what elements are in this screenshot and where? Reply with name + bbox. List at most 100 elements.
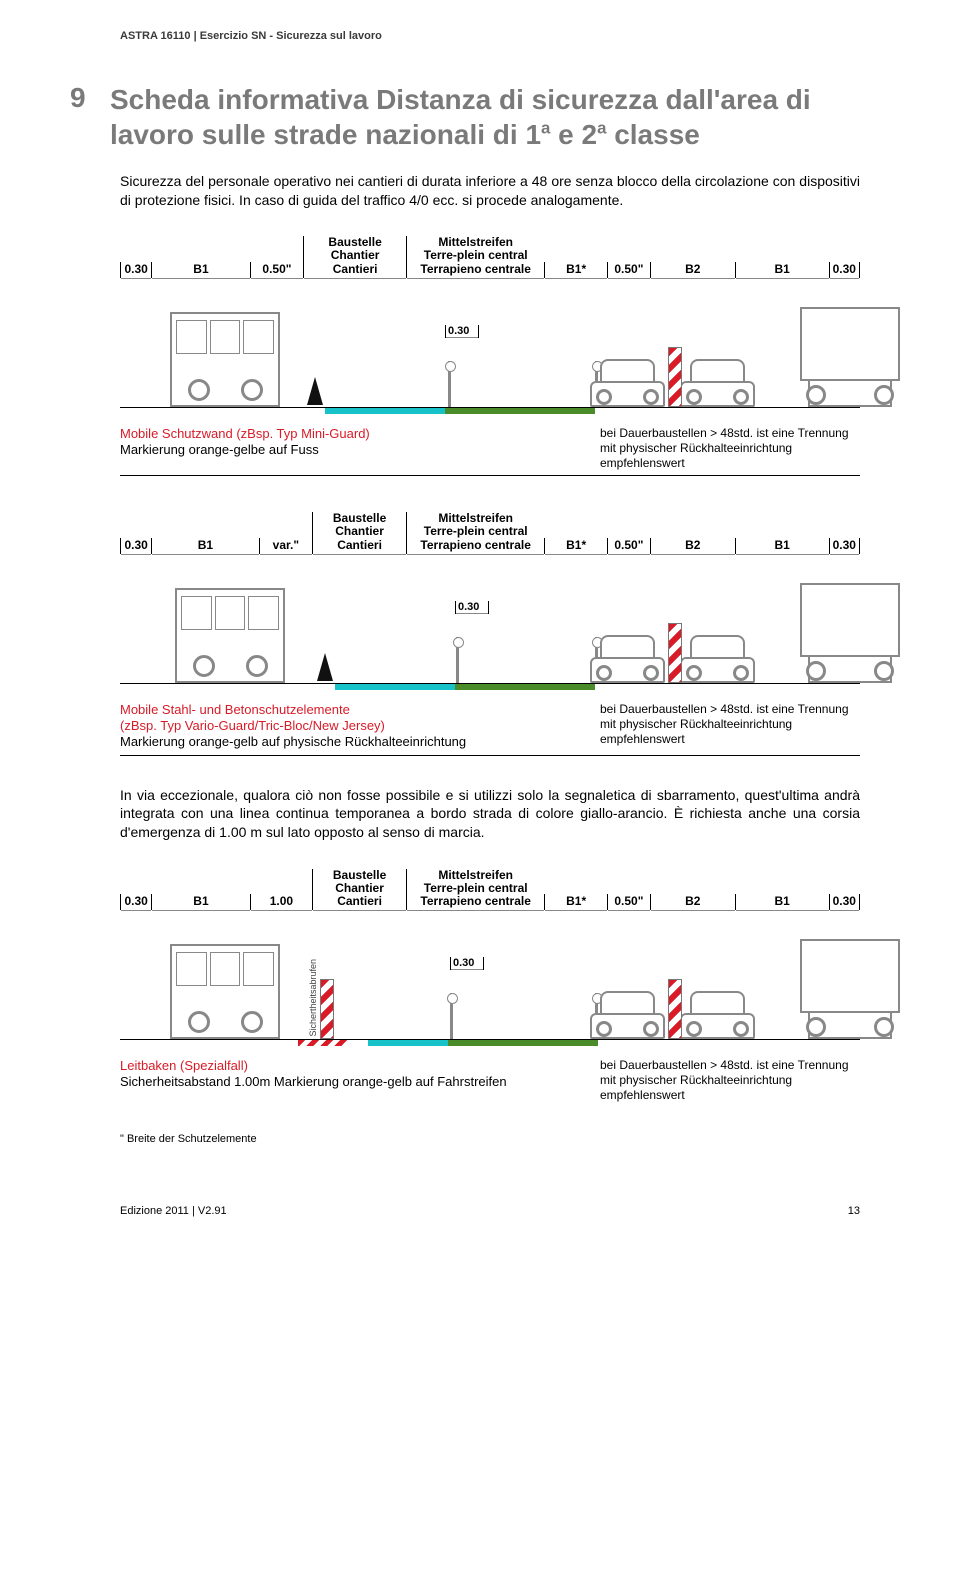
dim-cell: B1* [544, 262, 607, 278]
baustelle-label: BaustelleChantierCantieri [313, 512, 406, 552]
dim-cell: B1* [544, 894, 607, 910]
delineator-post-icon [450, 993, 453, 1039]
dim-cell: B1 [151, 894, 249, 910]
inner-dim-030: 0.30 [455, 601, 489, 614]
caption-row: Leitbaken (Spezialfall)Sicherheitsabstan… [120, 1058, 860, 1103]
dim-cell: B1 [735, 894, 829, 910]
dimension-row: 0.30B11.00BaustelleChantierCantieriMitte… [120, 862, 860, 910]
dim-cell: B1 [151, 538, 258, 554]
cone-icon [305, 377, 325, 407]
delineator-post-icon [456, 637, 459, 683]
title-part-2: e 2 [550, 119, 597, 150]
dim-cell: B1 [735, 538, 829, 554]
bus-icon [170, 944, 280, 1039]
caption-left: Mobile Schutzwand (zBsp. Typ Mini-Guard)… [120, 426, 370, 471]
mittelstreifen-label: MittelstreifenTerre-plein centralTerrapi… [407, 869, 544, 909]
green-segment [445, 408, 595, 414]
dim-cell: B1 [151, 262, 249, 278]
inner-dim-030: 0.30 [450, 957, 484, 970]
paragraph-2: In via eccezionale, qualora ciò non foss… [120, 786, 860, 843]
green-segment [448, 1040, 598, 1046]
car-icon [590, 357, 665, 407]
hatch-segment [298, 1040, 348, 1046]
dim-cell: B2 [650, 538, 735, 554]
dim-cell: var." [259, 538, 313, 554]
barrier-icon [668, 347, 682, 407]
dim-cell: 0.30 [120, 262, 151, 278]
side-label: Sichertheitsabrufen [308, 959, 318, 1037]
separator-line [120, 475, 860, 476]
section-number: 9 [70, 82, 110, 152]
leitbake-icon [320, 979, 334, 1039]
cross-section-graphic: 0.30 Sichertheitsabrufen [120, 910, 860, 1040]
car-icon [590, 989, 665, 1039]
car-icon [680, 357, 755, 407]
delineator-post-icon [448, 361, 451, 407]
cyan-segment [325, 408, 445, 414]
dim-cell: 0.50" [607, 894, 650, 910]
caption-row: Mobile Schutzwand (zBsp. Typ Mini-Guard)… [120, 426, 860, 471]
dim-cell: 0.30 [829, 262, 860, 278]
cone-icon [315, 653, 335, 683]
mittelstreifen-label: MittelstreifenTerre-plein centralTerrapi… [407, 236, 544, 276]
dim-cell: BaustelleChantierCantieri [312, 869, 406, 911]
cyan-segment [368, 1040, 448, 1046]
cross-section-graphic: 0.30 [120, 554, 860, 684]
cross-section-diagram: 0.30B10.50"BaustelleChantierCantieriMitt… [120, 230, 860, 476]
title-part-1: Scheda informativa Distanza di sicurezza… [110, 84, 811, 150]
separator-line [120, 755, 860, 756]
footer-left: Edizione 2011 | V2.91 [120, 1205, 227, 1217]
baustelle-label: BaustelleChantierCantieri [304, 236, 406, 276]
dimension-row: 0.30B1var."BaustelleChantierCantieriMitt… [120, 506, 860, 554]
bus-icon [170, 312, 280, 407]
dim-cell: B1 [735, 262, 829, 278]
car-icon [680, 633, 755, 683]
dim-cell: 1.00 [250, 894, 313, 910]
title-part-3: classe [606, 119, 699, 150]
dim-cell: MittelstreifenTerre-plein centralTerrapi… [406, 869, 544, 911]
dim-cell: BaustelleChantierCantieri [312, 512, 406, 554]
width-footnote: " Breite der Schutzelemente [120, 1133, 860, 1145]
dim-cell: MittelstreifenTerre-plein centralTerrapi… [406, 236, 544, 278]
barrier-icon [668, 623, 682, 683]
dim-cell: 0.30 [829, 538, 860, 554]
car-icon [590, 633, 665, 683]
dim-cell: B1* [544, 538, 607, 554]
caption-right: bei Dauerbaustellen > 48std. ist eine Tr… [600, 702, 860, 751]
dim-cell: 0.50" [607, 538, 650, 554]
caption-row: Mobile Stahl- und Betonschutzelemente(zB… [120, 702, 860, 751]
barrier-icon [668, 979, 682, 1039]
bus-icon [175, 588, 285, 683]
cross-section-graphic: 0.30 [120, 278, 860, 408]
paragraph-1: Sicurezza del personale operativo nei ca… [120, 172, 860, 210]
caption-right: bei Dauerbaustellen > 48std. ist eine Tr… [600, 426, 860, 471]
dim-cell: 0.30 [829, 894, 860, 910]
title-sup-1: a [541, 119, 550, 138]
dim-cell: MittelstreifenTerre-plein centralTerrapi… [406, 512, 544, 554]
dim-cell: 0.30 [120, 538, 151, 554]
page-footer: Edizione 2011 | V2.91 13 [0, 1175, 960, 1237]
cross-section-diagram: 0.30B1var."BaustelleChantierCantieriMitt… [120, 506, 860, 756]
green-segment [455, 684, 595, 690]
inner-dim-030: 0.30 [445, 325, 479, 338]
dimension-row: 0.30B10.50"BaustelleChantierCantieriMitt… [120, 230, 860, 278]
dim-cell: 0.50" [607, 262, 650, 278]
section-title: Scheda informativa Distanza di sicurezza… [110, 82, 860, 152]
dim-cell: BaustelleChantierCantieri [303, 236, 406, 278]
car-icon [680, 989, 755, 1039]
dim-cell: B2 [650, 262, 735, 278]
baustelle-label: BaustelleChantierCantieri [313, 869, 406, 909]
caption-left: Leitbaken (Spezialfall)Sicherheitsabstan… [120, 1058, 507, 1103]
dim-cell: 0.30 [120, 894, 151, 910]
mittelstreifen-label: MittelstreifenTerre-plein centralTerrapi… [407, 512, 544, 552]
dim-cell: 0.50" [250, 262, 304, 278]
dim-cell: B2 [650, 894, 735, 910]
cross-section-diagram: 0.30B11.00BaustelleChantierCantieriMitte… [120, 862, 860, 1103]
section-heading: 9 Scheda informativa Distanza di sicurez… [120, 82, 860, 152]
truck-icon [800, 307, 900, 407]
footer-right: 13 [848, 1205, 860, 1217]
caption-right: bei Dauerbaustellen > 48std. ist eine Tr… [600, 1058, 860, 1103]
cyan-segment [335, 684, 455, 690]
truck-icon [800, 583, 900, 683]
truck-icon [800, 939, 900, 1039]
